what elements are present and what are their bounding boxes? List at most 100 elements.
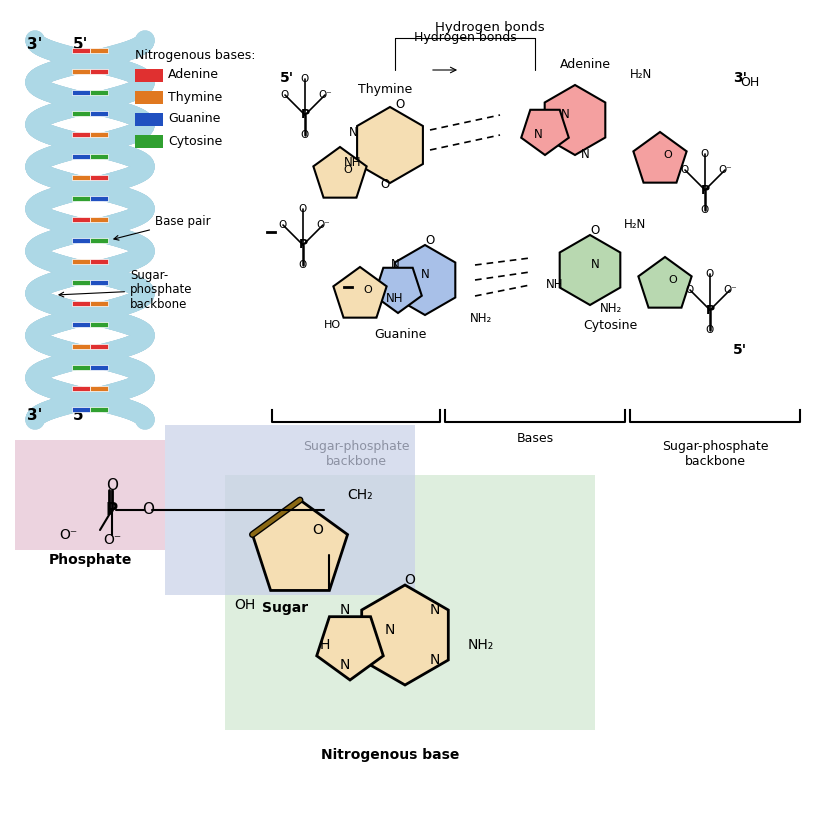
FancyBboxPatch shape (73, 259, 90, 264)
FancyBboxPatch shape (90, 259, 108, 264)
FancyBboxPatch shape (90, 175, 108, 180)
Text: 5': 5' (733, 343, 747, 357)
Polygon shape (317, 616, 383, 680)
Text: N: N (340, 603, 350, 617)
FancyBboxPatch shape (90, 407, 108, 412)
FancyBboxPatch shape (90, 280, 108, 285)
Polygon shape (314, 147, 367, 197)
FancyBboxPatch shape (73, 90, 90, 95)
Text: O: O (279, 220, 287, 230)
FancyBboxPatch shape (73, 386, 90, 390)
Polygon shape (638, 257, 692, 307)
Text: Adenine: Adenine (560, 58, 610, 72)
Text: N: N (560, 109, 569, 122)
Polygon shape (521, 110, 569, 155)
Text: O: O (706, 325, 714, 335)
Text: 5': 5' (73, 408, 87, 423)
FancyBboxPatch shape (73, 69, 90, 74)
Text: Base pair: Base pair (114, 215, 211, 240)
Text: N: N (591, 258, 600, 271)
Text: Sugar-phosphate
backbone: Sugar-phosphate backbone (303, 440, 409, 468)
FancyBboxPatch shape (73, 175, 90, 180)
FancyBboxPatch shape (73, 365, 90, 370)
Text: Thymine: Thymine (358, 84, 412, 96)
Text: NH₂: NH₂ (600, 302, 623, 315)
Text: OH: OH (234, 598, 256, 612)
Text: O: O (701, 205, 709, 215)
Text: NH₂: NH₂ (470, 312, 493, 325)
Bar (135, 113, 163, 126)
Text: O: O (668, 275, 677, 285)
Text: Cytosine: Cytosine (168, 135, 222, 147)
Text: O⁻: O⁻ (60, 528, 78, 542)
FancyBboxPatch shape (73, 407, 90, 412)
FancyBboxPatch shape (73, 217, 90, 222)
Text: O⁻: O⁻ (103, 533, 121, 547)
FancyBboxPatch shape (73, 280, 90, 285)
FancyBboxPatch shape (90, 154, 108, 159)
FancyBboxPatch shape (90, 112, 108, 117)
Text: Nitrogenous bases:: Nitrogenous bases: (135, 48, 256, 62)
Text: N: N (421, 269, 430, 281)
Text: O: O (344, 165, 352, 175)
Text: O: O (313, 523, 324, 537)
Text: Phosphate: Phosphate (48, 553, 132, 567)
FancyBboxPatch shape (90, 386, 108, 390)
Polygon shape (560, 235, 620, 305)
Text: H₂N: H₂N (630, 68, 652, 81)
FancyBboxPatch shape (90, 90, 108, 95)
Text: O: O (425, 233, 435, 247)
Text: N: N (349, 127, 357, 140)
Text: Sugar-
phosphate
backbone: Sugar- phosphate backbone (59, 269, 193, 312)
FancyBboxPatch shape (73, 322, 90, 327)
Text: O: O (281, 90, 289, 100)
Text: Adenine: Adenine (168, 68, 219, 81)
Text: NH₂: NH₂ (468, 638, 494, 652)
FancyBboxPatch shape (73, 132, 90, 137)
Text: O: O (364, 285, 373, 295)
Text: O: O (681, 165, 689, 175)
FancyBboxPatch shape (73, 154, 90, 159)
FancyBboxPatch shape (225, 475, 595, 730)
Text: Nitrogenous base: Nitrogenous base (321, 748, 459, 762)
Text: Guanine: Guanine (374, 329, 426, 341)
Text: CH₂: CH₂ (347, 488, 373, 502)
FancyBboxPatch shape (90, 196, 108, 201)
Text: O: O (404, 573, 415, 587)
FancyBboxPatch shape (90, 217, 108, 222)
Bar (135, 91, 163, 104)
Text: N: N (430, 603, 440, 617)
Text: P: P (700, 183, 709, 196)
Text: Bases: Bases (516, 432, 554, 445)
Text: O⁻: O⁻ (723, 285, 737, 295)
Text: Sugar-phosphate
backbone: Sugar-phosphate backbone (662, 440, 768, 468)
Text: 3': 3' (27, 38, 42, 53)
Text: H₂N: H₂N (624, 219, 646, 232)
Text: P: P (301, 109, 310, 122)
Polygon shape (395, 245, 455, 315)
Text: NH: NH (547, 279, 564, 292)
FancyBboxPatch shape (73, 48, 90, 53)
Text: O: O (395, 99, 404, 112)
Text: O: O (686, 285, 694, 295)
FancyBboxPatch shape (73, 112, 90, 117)
Text: P: P (106, 501, 118, 519)
Polygon shape (252, 500, 347, 590)
Text: O⁻: O⁻ (318, 90, 332, 100)
Text: H: H (319, 638, 330, 652)
FancyBboxPatch shape (90, 365, 108, 370)
Text: Guanine: Guanine (168, 113, 221, 126)
Bar (135, 69, 163, 82)
Text: O: O (706, 269, 714, 279)
Polygon shape (362, 585, 449, 685)
FancyBboxPatch shape (73, 238, 90, 243)
Text: N: N (534, 128, 542, 141)
Text: Hydrogen bonds: Hydrogen bonds (435, 21, 545, 35)
Text: O: O (701, 149, 709, 159)
FancyBboxPatch shape (73, 302, 90, 307)
Text: O: O (591, 224, 600, 237)
Text: 3': 3' (733, 71, 747, 85)
Text: O⁻: O⁻ (718, 165, 732, 175)
Text: O: O (381, 178, 390, 192)
Text: N: N (385, 623, 395, 637)
